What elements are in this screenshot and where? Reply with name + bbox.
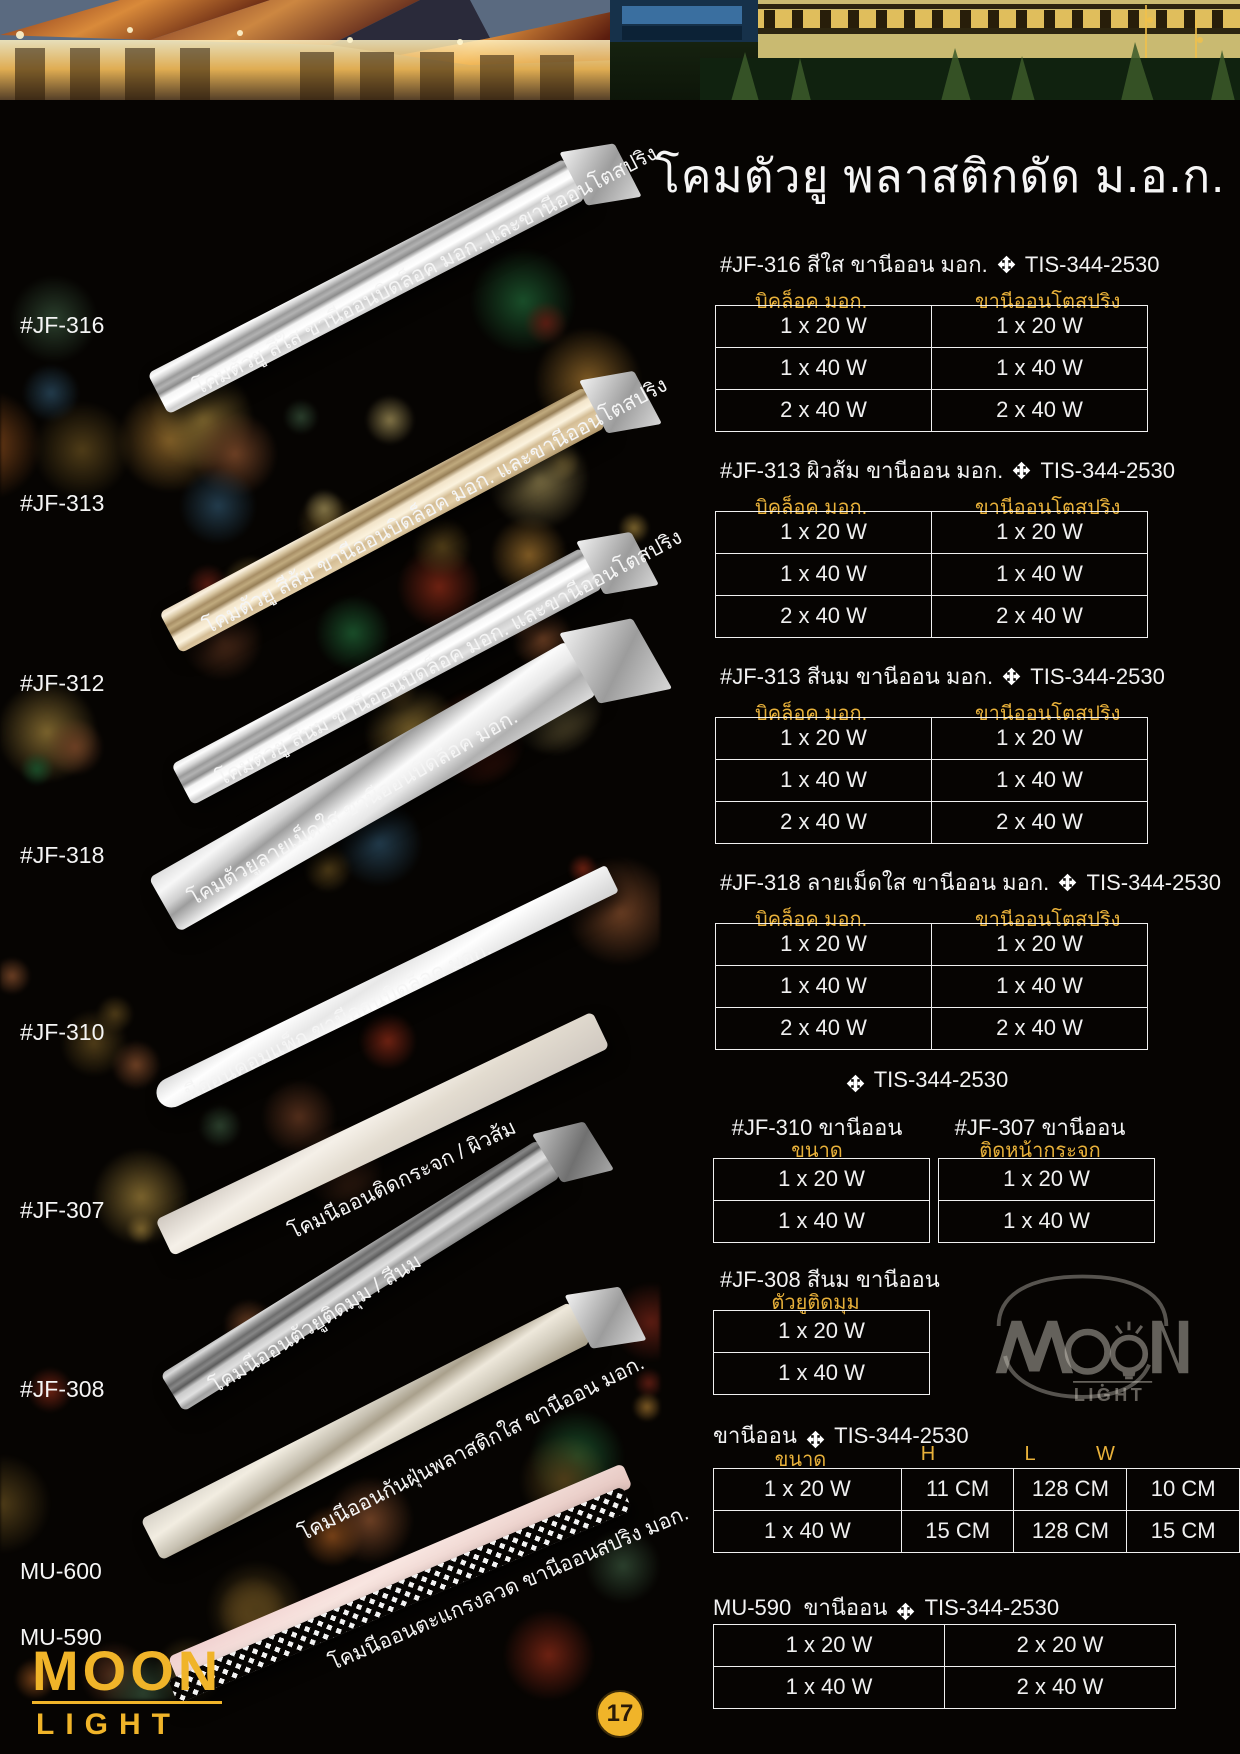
svg-text:LIGHT: LIGHT — [1074, 1385, 1145, 1405]
